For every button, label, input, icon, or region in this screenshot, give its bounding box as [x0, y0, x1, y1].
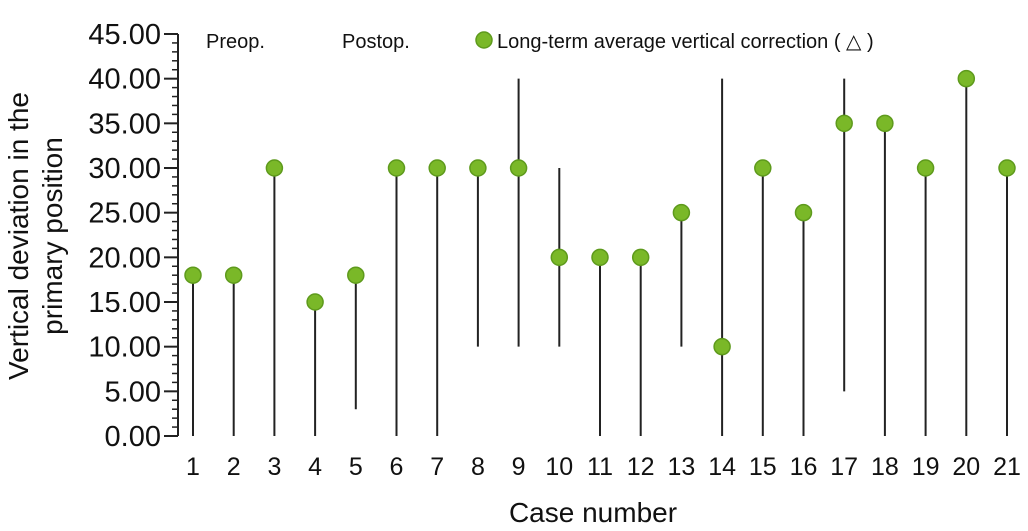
legend: Preop. Postop. Long-term average vertica… — [206, 31, 874, 53]
data-point — [835, 114, 853, 133]
x-tick-label: 2 — [227, 453, 241, 481]
y-tick-label: 35.00 — [88, 108, 161, 140]
x-axis-title: Case number — [509, 497, 677, 528]
legend-postop-label: Postop. — [342, 31, 410, 53]
x-tick-label: 6 — [390, 453, 404, 481]
x-tick-labels: 1 2 3 4 5 6 7 8 9 10 11 12 13 14 15 16 17 18 19 20 21 — [186, 453, 1021, 481]
y-tick-labels: 0.00 5.00 10.00 15.00 20.00 25.00 30.00 35.00 40… — [88, 19, 161, 453]
axes — [164, 33, 179, 437]
x-tick-label: 10 — [545, 453, 573, 481]
data-point — [591, 248, 609, 267]
legend-point-marker — [475, 31, 493, 49]
y-tick-label: 5.00 — [105, 376, 161, 408]
data-point — [428, 159, 446, 177]
y-tick-label: 40.00 — [88, 64, 161, 96]
y-tick-label: 25.00 — [88, 198, 161, 230]
x-tick-label: 7 — [430, 453, 444, 481]
y-tick-label: 20.00 — [88, 242, 161, 274]
data-point — [916, 159, 935, 177]
data-point — [550, 248, 569, 267]
data-point — [184, 266, 202, 284]
x-tick-label: 18 — [871, 453, 899, 481]
x-tick-label: 1 — [186, 453, 200, 481]
x-tick-label: 11 — [587, 453, 613, 481]
data-point — [509, 159, 528, 177]
y-tick-label: 10.00 — [88, 332, 161, 364]
data-point — [957, 69, 976, 88]
data-point — [631, 248, 650, 267]
y-tick-label: 45.00 — [88, 19, 161, 51]
x-tick-label: 21 — [993, 453, 1021, 481]
x-tick-label: 15 — [749, 453, 777, 481]
data-point — [469, 159, 487, 177]
x-tick-label: 8 — [471, 453, 485, 481]
y-tick-label: 30.00 — [88, 153, 161, 185]
data-point — [754, 159, 772, 177]
x-tick-label: 17 — [830, 453, 858, 481]
legend-preop-label: Preop. — [206, 31, 265, 53]
data-point — [265, 159, 284, 177]
y-axis-title-line-2: primary position — [37, 137, 68, 335]
data-point — [306, 293, 324, 311]
data-point — [347, 266, 365, 284]
x-tick-label: 19 — [912, 453, 940, 481]
y-tick-label: 0.00 — [105, 421, 161, 453]
x-tick-label: 3 — [267, 453, 281, 481]
x-tick-label: 14 — [708, 453, 736, 481]
x-tick-label: 16 — [790, 453, 818, 481]
x-tick-label: 9 — [512, 453, 526, 481]
legend-point-label: Long-term average vertical correction ( … — [497, 31, 874, 53]
data-points — [184, 69, 1016, 356]
data-point — [794, 203, 813, 222]
data-point — [998, 159, 1016, 177]
data-point — [224, 266, 243, 284]
y-tick-label: 15.00 — [88, 287, 161, 319]
x-tick-label: 20 — [952, 453, 980, 481]
data-point — [713, 337, 731, 356]
data-point — [876, 114, 894, 133]
x-tick-label: 13 — [667, 453, 695, 481]
x-tick-label: 12 — [627, 453, 655, 481]
data-point — [672, 203, 691, 222]
x-tick-label: 4 — [308, 453, 322, 481]
x-tick-label: 5 — [349, 453, 363, 481]
y-axis-title-line-1: Vertical deviation in the — [3, 92, 34, 380]
data-point — [387, 159, 406, 177]
